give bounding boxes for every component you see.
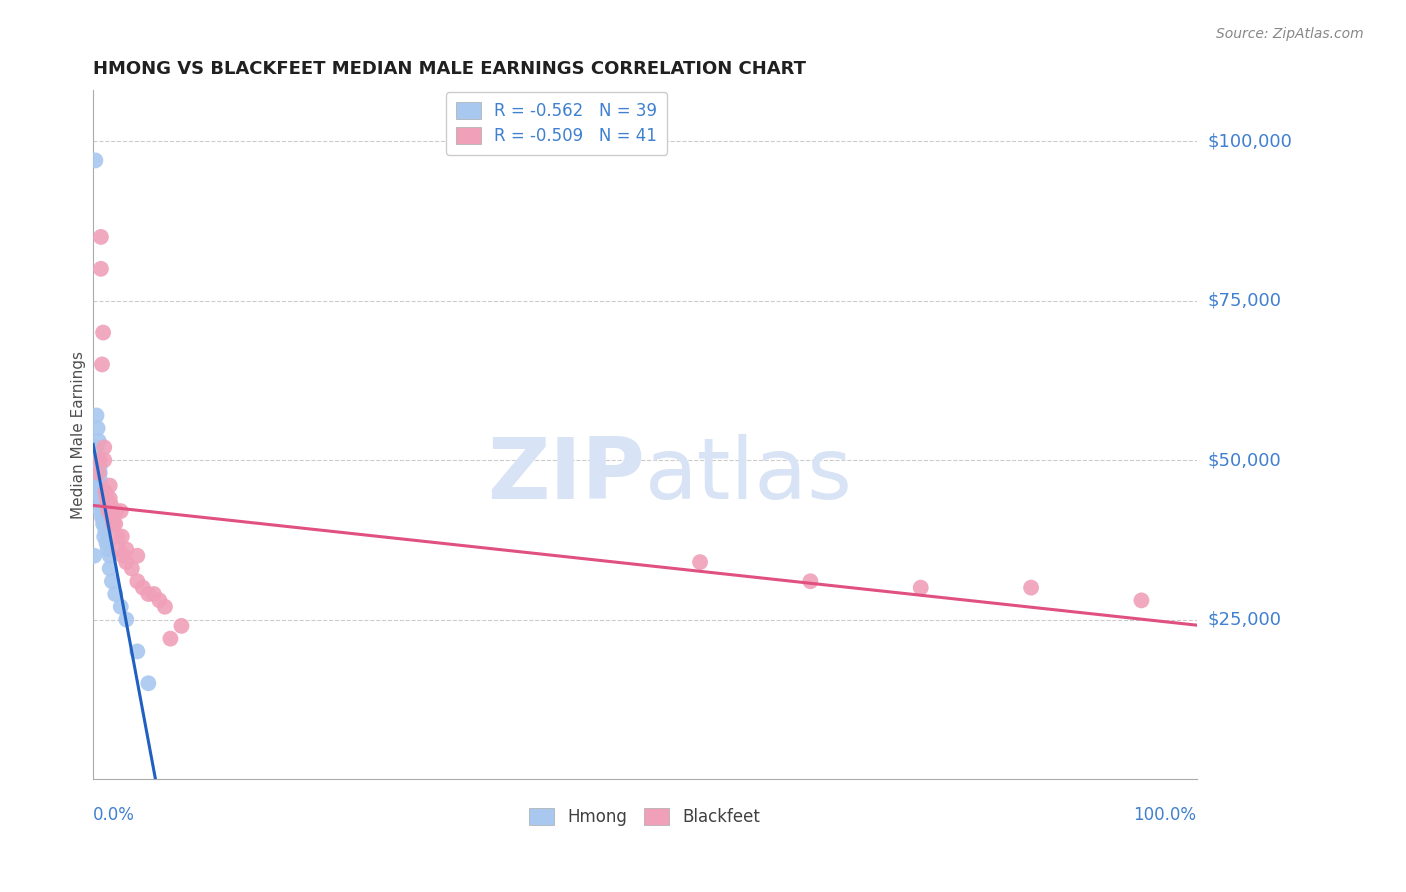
- Point: [84, 153, 107, 168]
- Point: [89, 466, 111, 480]
- Point: [142, 587, 165, 601]
- Point: [93, 453, 115, 467]
- Point: [83, 549, 105, 563]
- Point: [110, 599, 132, 614]
- Point: [87, 453, 110, 467]
- Point: [170, 619, 193, 633]
- Point: [86, 409, 108, 423]
- Point: [96, 536, 118, 550]
- Point: [159, 632, 181, 646]
- Point: [94, 523, 117, 537]
- Point: [93, 530, 115, 544]
- Point: [91, 516, 114, 531]
- Point: [110, 504, 132, 518]
- Point: [93, 504, 115, 518]
- Point: [111, 549, 134, 563]
- Point: [98, 491, 121, 506]
- Point: [98, 549, 121, 563]
- Point: [90, 504, 112, 518]
- Point: [86, 453, 108, 467]
- Point: [89, 485, 111, 500]
- Point: [91, 498, 114, 512]
- Point: [105, 504, 128, 518]
- Legend: Hmong, Blackfeet: Hmong, Blackfeet: [523, 801, 768, 832]
- Point: [97, 504, 120, 518]
- Point: [689, 555, 711, 569]
- Text: atlas: atlas: [645, 434, 853, 517]
- Point: [89, 459, 111, 474]
- Point: [91, 504, 114, 518]
- Point: [799, 574, 821, 589]
- Text: $75,000: $75,000: [1208, 292, 1282, 310]
- Point: [90, 230, 112, 244]
- Point: [87, 466, 110, 480]
- Point: [90, 261, 112, 276]
- Point: [91, 358, 114, 372]
- Text: $50,000: $50,000: [1208, 451, 1281, 469]
- Point: [153, 599, 176, 614]
- Point: [87, 434, 110, 448]
- Point: [115, 542, 138, 557]
- Point: [910, 581, 932, 595]
- Point: [91, 491, 114, 506]
- Text: 100.0%: 100.0%: [1133, 806, 1197, 824]
- Point: [101, 516, 124, 531]
- Point: [115, 555, 138, 569]
- Point: [90, 485, 112, 500]
- Point: [96, 542, 118, 557]
- Point: [121, 561, 143, 575]
- Point: [89, 453, 111, 467]
- Point: [93, 441, 115, 455]
- Point: [93, 516, 115, 531]
- Point: [98, 561, 121, 575]
- Point: [96, 491, 118, 506]
- Point: [89, 472, 111, 486]
- Point: [148, 593, 170, 607]
- Text: 0.0%: 0.0%: [93, 806, 135, 824]
- Point: [91, 510, 114, 524]
- Text: Source: ZipAtlas.com: Source: ZipAtlas.com: [1216, 27, 1364, 41]
- Point: [86, 441, 108, 455]
- Point: [138, 587, 160, 601]
- Point: [87, 466, 110, 480]
- Point: [127, 549, 149, 563]
- Point: [101, 510, 124, 524]
- Point: [90, 491, 112, 506]
- Point: [138, 676, 160, 690]
- Point: [91, 326, 114, 340]
- Point: [104, 516, 127, 531]
- Point: [98, 478, 121, 492]
- Text: $100,000: $100,000: [1208, 132, 1292, 150]
- Point: [96, 498, 118, 512]
- Point: [127, 574, 149, 589]
- Point: [127, 644, 149, 658]
- Point: [91, 510, 114, 524]
- Point: [107, 542, 129, 557]
- Point: [107, 530, 129, 544]
- Point: [1019, 581, 1042, 595]
- Point: [94, 485, 117, 500]
- Y-axis label: Median Male Earnings: Median Male Earnings: [72, 351, 86, 518]
- Point: [86, 421, 108, 435]
- Point: [1130, 593, 1153, 607]
- Point: [115, 613, 138, 627]
- Text: ZIP: ZIP: [486, 434, 645, 517]
- Text: HMONG VS BLACKFEET MEDIAN MALE EARNINGS CORRELATION CHART: HMONG VS BLACKFEET MEDIAN MALE EARNINGS …: [93, 60, 806, 78]
- Point: [90, 498, 112, 512]
- Point: [104, 587, 127, 601]
- Point: [101, 574, 124, 589]
- Point: [132, 581, 155, 595]
- Text: $25,000: $25,000: [1208, 610, 1282, 629]
- Point: [111, 530, 134, 544]
- Point: [90, 478, 112, 492]
- Point: [89, 478, 111, 492]
- Point: [100, 498, 122, 512]
